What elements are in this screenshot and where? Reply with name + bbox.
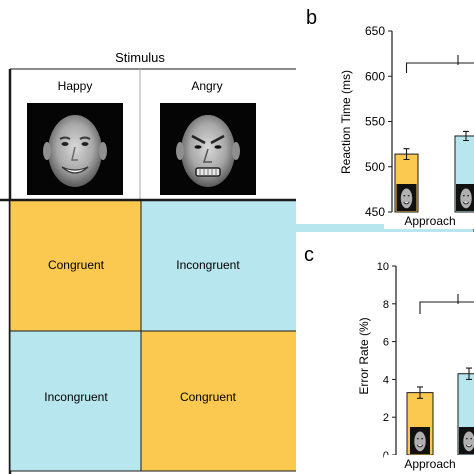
- chart-c-bar-face-1: [458, 426, 474, 455]
- chart-b-significance-bracket: [405, 62, 474, 73]
- angry-face-image: [158, 101, 258, 197]
- chart-c-bar-face-0: [409, 426, 431, 455]
- chart-b-plot: 450 500 550 600 650: [365, 24, 474, 219]
- chart-b-ytick-label-1: 500: [365, 160, 385, 174]
- cell-label-r1c1: Congruent: [48, 258, 105, 272]
- chart-b-errorbar-0: [403, 148, 410, 161]
- chart-c-significance-bracket: [419, 301, 474, 314]
- cell-label-r2c2: Congruent: [180, 390, 237, 404]
- chart-b-ytick-label-4: 650: [365, 24, 385, 38]
- column-label-happy: Happy: [58, 79, 93, 93]
- chart-c-ytick-label-4: 8: [383, 299, 389, 311]
- chart-c-plot: 0246810: [377, 261, 474, 462]
- chart-c-category-knockout: [384, 455, 474, 472]
- chart-b-category-knockout: [384, 213, 474, 229]
- panel-b-letter: b: [306, 7, 317, 29]
- chart-c-errorbar-1: [466, 367, 472, 380]
- panel-c-letter: c: [304, 244, 314, 266]
- chart-b-bar-face-1: [455, 183, 474, 212]
- panel-c: c Error Rate (%) 0246810 Approach: [296, 232, 474, 474]
- chart-c-ytick-label-2: 4: [383, 374, 389, 386]
- chart-c-ylabel: Error Rate (%): [357, 317, 371, 394]
- cell-label-r2c1: Incongruent: [44, 390, 108, 404]
- column-label-angry: Angry: [191, 79, 222, 93]
- chart-c-ytick-label-1: 2: [383, 412, 389, 424]
- panel-b: b Reaction Time (ms) 450 500 550 600 650 App…: [296, 0, 474, 229]
- chart-b-ytick-label-0: 450: [365, 205, 385, 219]
- chart-b-bar-face-0: [396, 183, 417, 212]
- matrix-cell-r1c1: [9, 199, 142, 332]
- chart-b-ytick-label-3: 600: [365, 69, 385, 83]
- cell-label-r1c2: Incongruent: [176, 258, 240, 272]
- chart-c-ytick-label-3: 6: [383, 337, 389, 349]
- chart-b-category-label: Approach: [404, 214, 455, 228]
- chart-b-errorbar-1: [463, 130, 469, 142]
- chart-c-errorbar-0: [417, 386, 423, 399]
- stimulus-header: Stimulus: [115, 50, 165, 65]
- happy-face-image: [26, 102, 124, 196]
- chart-c-ytick-label-5: 10: [377, 261, 389, 273]
- chart-b-ylabel: Reaction Time (ms): [339, 70, 353, 174]
- chart-c-category-label: Approach: [404, 457, 455, 471]
- chart-b-ytick-label-2: 550: [365, 115, 385, 129]
- matrix-cell-r2c1: [9, 330, 142, 472]
